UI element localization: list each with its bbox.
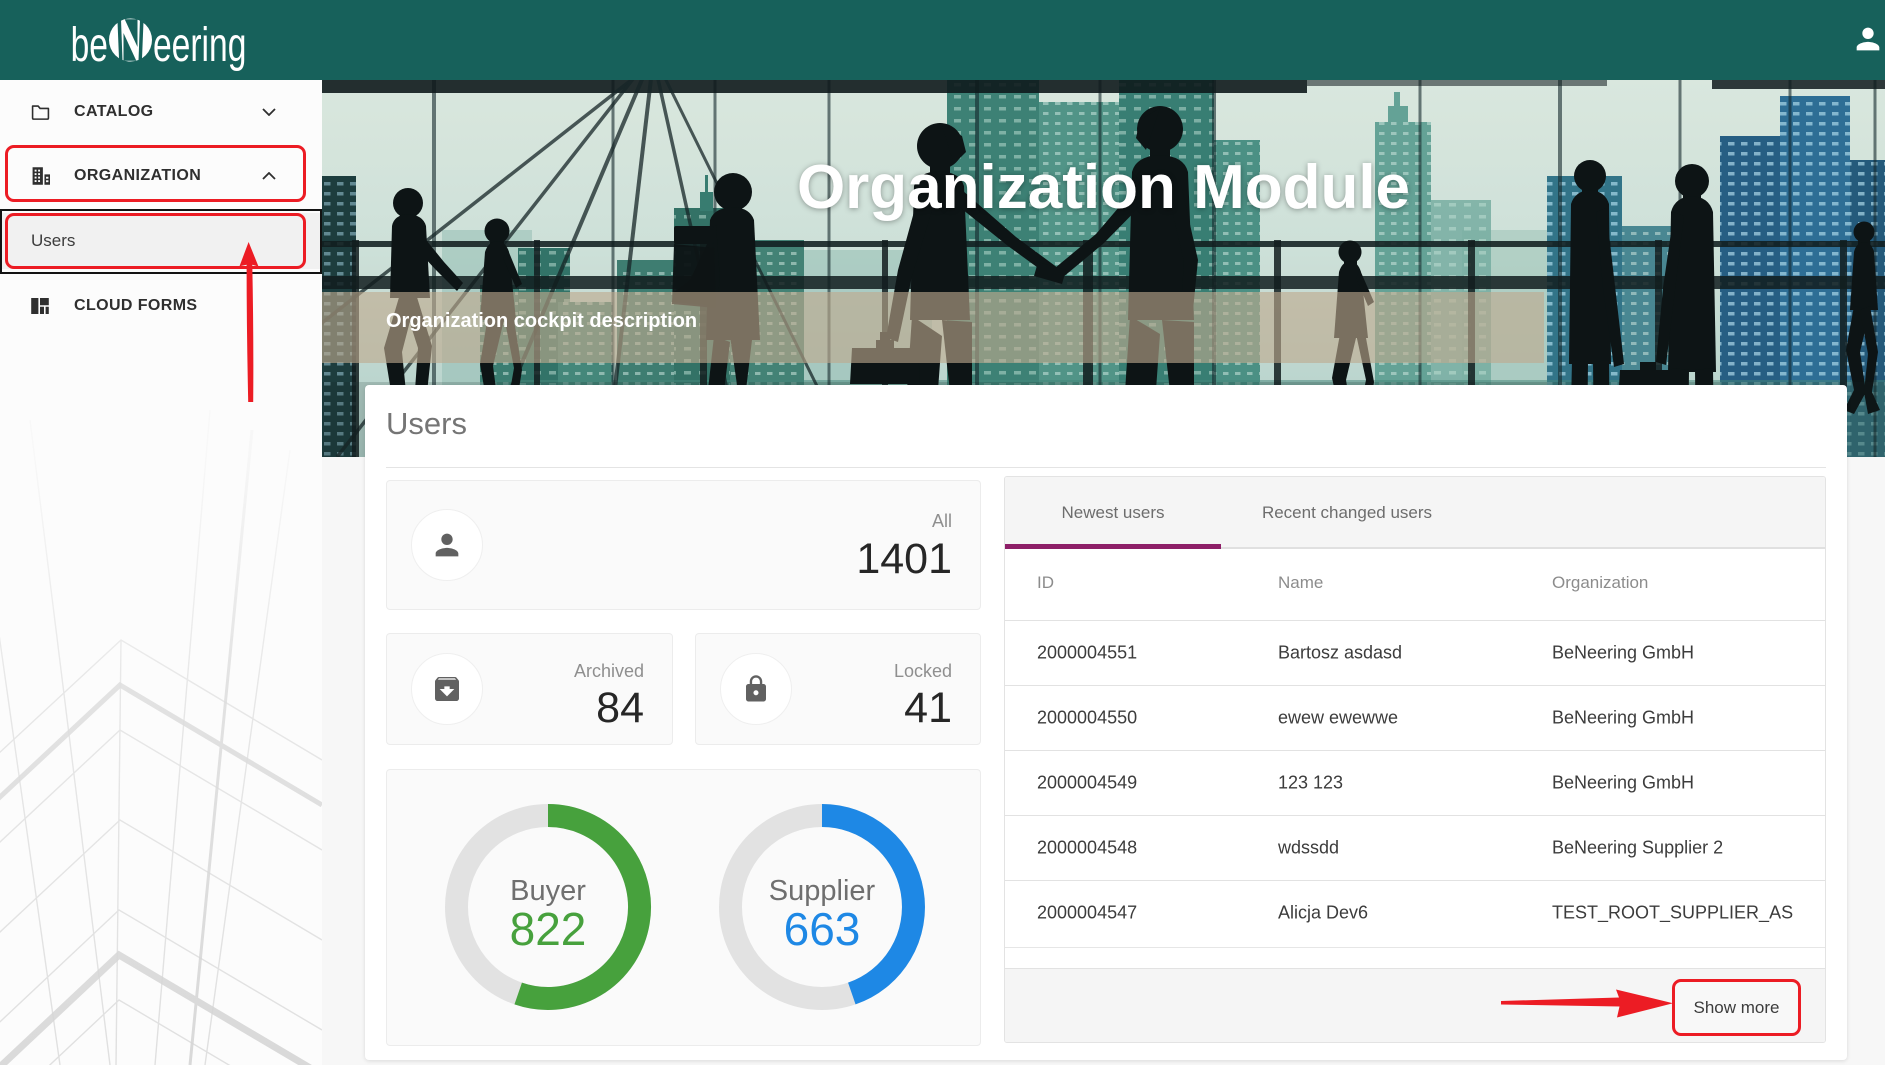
svg-text:eering: eering <box>153 17 246 71</box>
svg-text:be: be <box>71 17 108 71</box>
svg-text:Buyer: Buyer <box>510 875 586 907</box>
svg-text:822: 822 <box>510 903 587 955</box>
svg-text:663: 663 <box>784 903 861 955</box>
svg-text:Supplier: Supplier <box>769 875 876 907</box>
